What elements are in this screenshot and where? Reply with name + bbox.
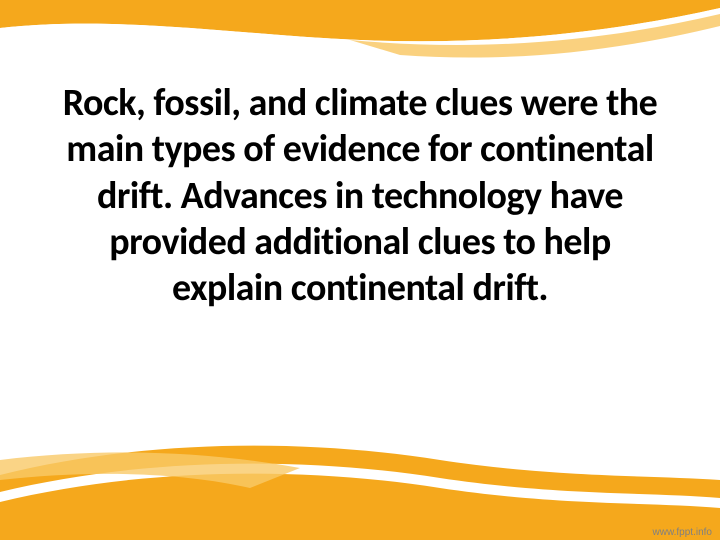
footer-link: www.fppt.info	[653, 527, 712, 538]
body-text: Rock, fossil, and climate clues were the…	[55, 80, 665, 312]
top-wave-decoration	[0, 0, 720, 60]
slide-content: Rock, fossil, and climate clues were the…	[55, 80, 665, 312]
bottom-wave-decoration	[0, 420, 720, 540]
